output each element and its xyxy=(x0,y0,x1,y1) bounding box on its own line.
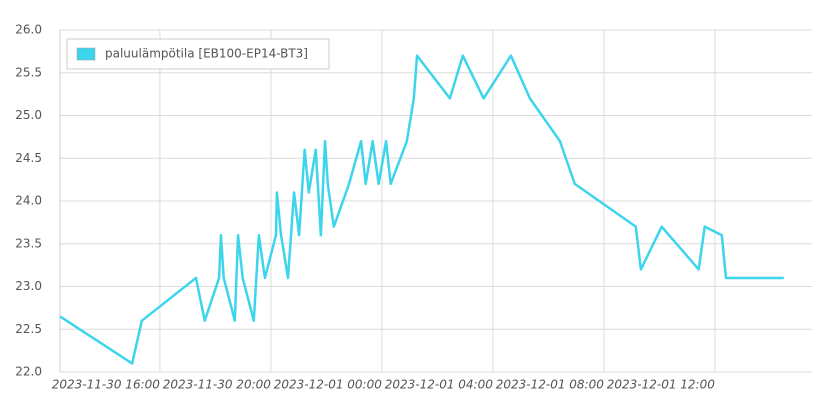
x-tick-label: 2023-12-01 04:00 xyxy=(385,378,494,392)
y-tick-label: 24.0 xyxy=(15,194,42,208)
y-tick-label: 22.0 xyxy=(15,365,42,379)
y-tick-label: 24.5 xyxy=(15,151,42,165)
x-tick-label: 2023-12-01 12:00 xyxy=(607,378,716,392)
y-tick-label: 22.5 xyxy=(15,322,42,336)
legend-label: paluulämpötila [EB100-EP14-BT3] xyxy=(105,47,308,61)
x-tick-label: 2023-12-01 08:00 xyxy=(496,378,605,392)
y-tick-label: 23.5 xyxy=(15,236,42,250)
legend-box xyxy=(66,38,330,70)
x-tick-label: 2023-11-30 20:00 xyxy=(163,378,272,392)
y-tick-label: 25.5 xyxy=(15,65,42,79)
x-tick-label: 2023-12-01 00:00 xyxy=(274,378,383,392)
y-tick-label: 26.0 xyxy=(15,23,42,37)
x-tick-label: 2023-11-30 16:00 xyxy=(52,378,161,392)
y-tick-label: 25.0 xyxy=(15,108,42,122)
data-line xyxy=(59,54,784,365)
legend-swatch xyxy=(76,47,96,61)
y-tick-label: 23.0 xyxy=(15,279,42,293)
